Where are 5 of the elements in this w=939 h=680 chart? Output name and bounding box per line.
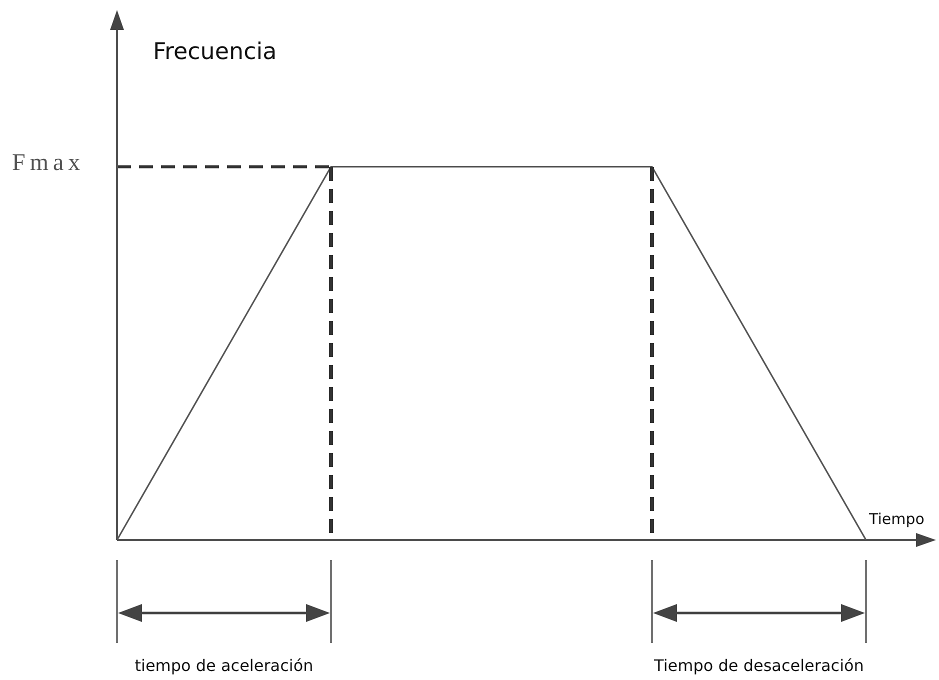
x-axis-title: Tiempo <box>868 510 924 528</box>
ref-line-label: Fmax <box>12 150 85 176</box>
y-axis-title: Frecuencia <box>153 38 277 65</box>
text: Tiempo de desaceleración <box>653 656 864 676</box>
text: tiempo de aceleración <box>134 656 314 676</box>
